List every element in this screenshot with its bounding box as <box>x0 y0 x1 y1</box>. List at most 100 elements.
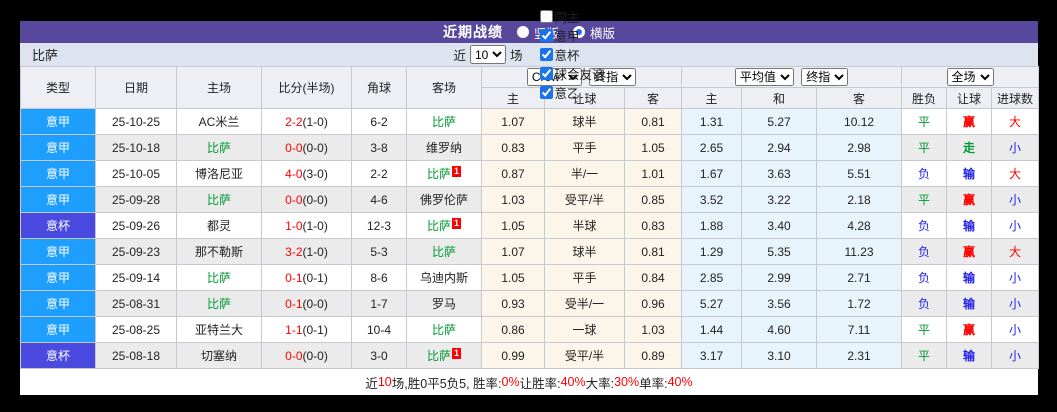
result-cell: 平 <box>901 342 948 369</box>
fulltime-score: 4-0 <box>285 166 303 181</box>
avg-draw-odds-cell: 5.35 <box>741 238 818 265</box>
filter-option-意杯[interactable]: 意杯 <box>539 45 605 64</box>
home-team: 比萨 <box>206 193 231 207</box>
avg-draw-odds-cell: 2.94 <box>741 134 818 161</box>
filter-checkbox[interactable] <box>539 48 553 61</box>
away-team-cell: 比萨 1 <box>406 160 482 187</box>
avg-draw-odds-cell: 3.63 <box>741 160 818 187</box>
radio-icon[interactable] <box>516 26 529 38</box>
col-header-score: 比分(半场) <box>261 66 352 109</box>
crow-home-odds-cell: 0.87 <box>481 160 545 187</box>
avg-draw-odds-cell: 4.60 <box>741 316 818 343</box>
away-team: 比萨 <box>431 323 456 337</box>
goals-result-cell: 大 <box>991 160 1040 187</box>
handicap-result-cell: 输 <box>946 212 993 239</box>
fulltime-score: 0-0 <box>285 140 303 155</box>
crow-away-odds-cell: 0.96 <box>623 290 683 317</box>
horizontal-layout-radio[interactable]: 横版 <box>573 23 615 42</box>
corner-cell: 8-6 <box>351 264 407 291</box>
date-cell: 25-08-31 <box>95 290 177 317</box>
crow-handicap-cell: 球半 <box>544 108 625 135</box>
avg-draw-odds-cell: 3.10 <box>741 342 818 369</box>
crow-away-odds-cell: 0.83 <box>623 212 683 239</box>
table-row: 意杯 25-09-26 都灵 1-0(1-0) 12-3 比萨 1 1.05 半球… <box>20 212 1040 239</box>
crow-handicap-cell: 半/一 <box>544 160 625 187</box>
home-team-cell: 比萨 <box>176 264 262 291</box>
home-team-cell: 都灵 <box>176 212 262 239</box>
table-row: 意甲 25-10-18 比萨 0-0(0-0) 3-8 维罗纳 0.83 平手 … <box>20 134 1040 161</box>
radio-icon-selected[interactable] <box>573 26 585 38</box>
crow-away-odds-cell: 0.89 <box>623 342 683 369</box>
crow-away-odds-cell: 0.81 <box>623 108 683 135</box>
avg-away-odds-cell: 11.23 <box>816 238 903 265</box>
date-cell: 25-10-18 <box>95 134 177 161</box>
filter-checkbox[interactable] <box>539 86 553 99</box>
col-header-crow-away: 客 <box>623 87 683 109</box>
handicap-result-cell: 输 <box>946 290 993 317</box>
halftime-score: (3-0) <box>302 166 328 181</box>
score-cell: 1-0(1-0) <box>261 212 352 239</box>
corner-cell: 10-4 <box>351 316 407 343</box>
avg-draw-odds-cell: 2.99 <box>741 264 818 291</box>
away-team-cell: 比萨 <box>406 316 482 343</box>
handicap-result-cell: 输 <box>946 160 993 187</box>
corner-cell: 2-2 <box>351 160 407 187</box>
table-row: 意甲 25-09-28 比萨 0-0(0-0) 4-6 佛罗伦萨 1.03 受平… <box>20 186 1040 213</box>
col-header-crow-handicap: 让球 <box>544 87 625 109</box>
avg-home-odds-cell: 5.27 <box>681 290 743 317</box>
crow-handicap-cell: 半球 <box>544 212 625 239</box>
filter-option-同主[interactable]: 同主 <box>539 7 605 26</box>
scope-select[interactable]: 全场 <box>946 68 994 86</box>
filter-checkbox[interactable] <box>539 29 553 42</box>
home-team-cell: AC米兰 <box>176 108 262 135</box>
crow-handicap-cell: 球半 <box>544 238 625 265</box>
handicap-result-cell: 赢 <box>946 316 993 343</box>
date-cell: 25-09-14 <box>95 264 177 291</box>
halftime-score: (1-0) <box>302 218 328 233</box>
crow-home-odds-cell: 1.05 <box>481 264 545 291</box>
fulltime-score: 3-2 <box>285 244 303 259</box>
summary-stat-value: 0% <box>501 375 520 389</box>
halftime-score: (0-0) <box>302 348 328 363</box>
fulltime-score: 0-0 <box>285 192 303 207</box>
handicap-result-cell: 赢 <box>946 238 993 265</box>
league-badge: 意甲 <box>20 290 96 317</box>
avg-home-odds-cell: 1.88 <box>681 212 743 239</box>
avg-away-odds-cell: 2.18 <box>816 186 903 213</box>
home-team: AC米兰 <box>198 115 240 129</box>
crow-away-odds-cell: 1.01 <box>623 160 683 187</box>
col-header-avg-draw: 和 <box>741 87 818 109</box>
league-badge: 意甲 <box>20 160 96 187</box>
match-count-select[interactable]: 10 <box>469 45 506 64</box>
col-header-corner: 角球 <box>351 66 407 109</box>
avg-away-odds-cell: 4.28 <box>816 212 903 239</box>
score-cell: 1-1(0-1) <box>261 316 352 343</box>
average-select[interactable]: 平均值 <box>734 68 794 86</box>
away-team-cell: 罗马 <box>406 290 482 317</box>
crow-stage-select[interactable]: 终指 <box>589 68 637 86</box>
filter-checkbox[interactable] <box>539 10 553 23</box>
halftime-score: (1-0) <box>302 244 328 259</box>
avg-away-odds-cell: 10.12 <box>816 108 903 135</box>
col-header-crow-home: 主 <box>481 87 545 109</box>
filter-option-意乙[interactable]: 意乙 <box>539 83 605 102</box>
table-row: 意甲 25-09-14 比萨 0-1(0-1) 8-6 乌迪内斯 1.05 平手… <box>20 264 1040 291</box>
corner-cell: 12-3 <box>351 212 407 239</box>
home-team-cell: 比萨 <box>176 134 262 161</box>
date-cell: 25-10-05 <box>95 160 177 187</box>
filter-checkbox-label: 球会友谊 <box>554 68 605 82</box>
goals-result-cell: 小 <box>991 264 1040 291</box>
home-team-cell: 比萨 <box>176 290 262 317</box>
away-team: 乌迪内斯 <box>419 271 468 285</box>
col-header-home: 主场 <box>176 66 262 109</box>
home-team: 切塞纳 <box>200 349 237 363</box>
panel-title: 近期战绩 <box>442 24 503 40</box>
score-cell: 0-0(0-0) <box>261 186 352 213</box>
filter-controls: 近 10 场 同主 意甲 意杯 球会友谊 意乙 <box>453 7 605 102</box>
avg-group-header: 平均值 终指 <box>681 66 903 88</box>
filter-option-球会友谊[interactable]: 球会友谊 <box>539 64 605 83</box>
filter-checkbox[interactable] <box>539 67 553 80</box>
filter-option-意甲[interactable]: 意甲 <box>539 26 605 45</box>
score-cell: 0-0(0-0) <box>261 134 352 161</box>
avg-stage-select[interactable]: 终指 <box>801 68 849 86</box>
